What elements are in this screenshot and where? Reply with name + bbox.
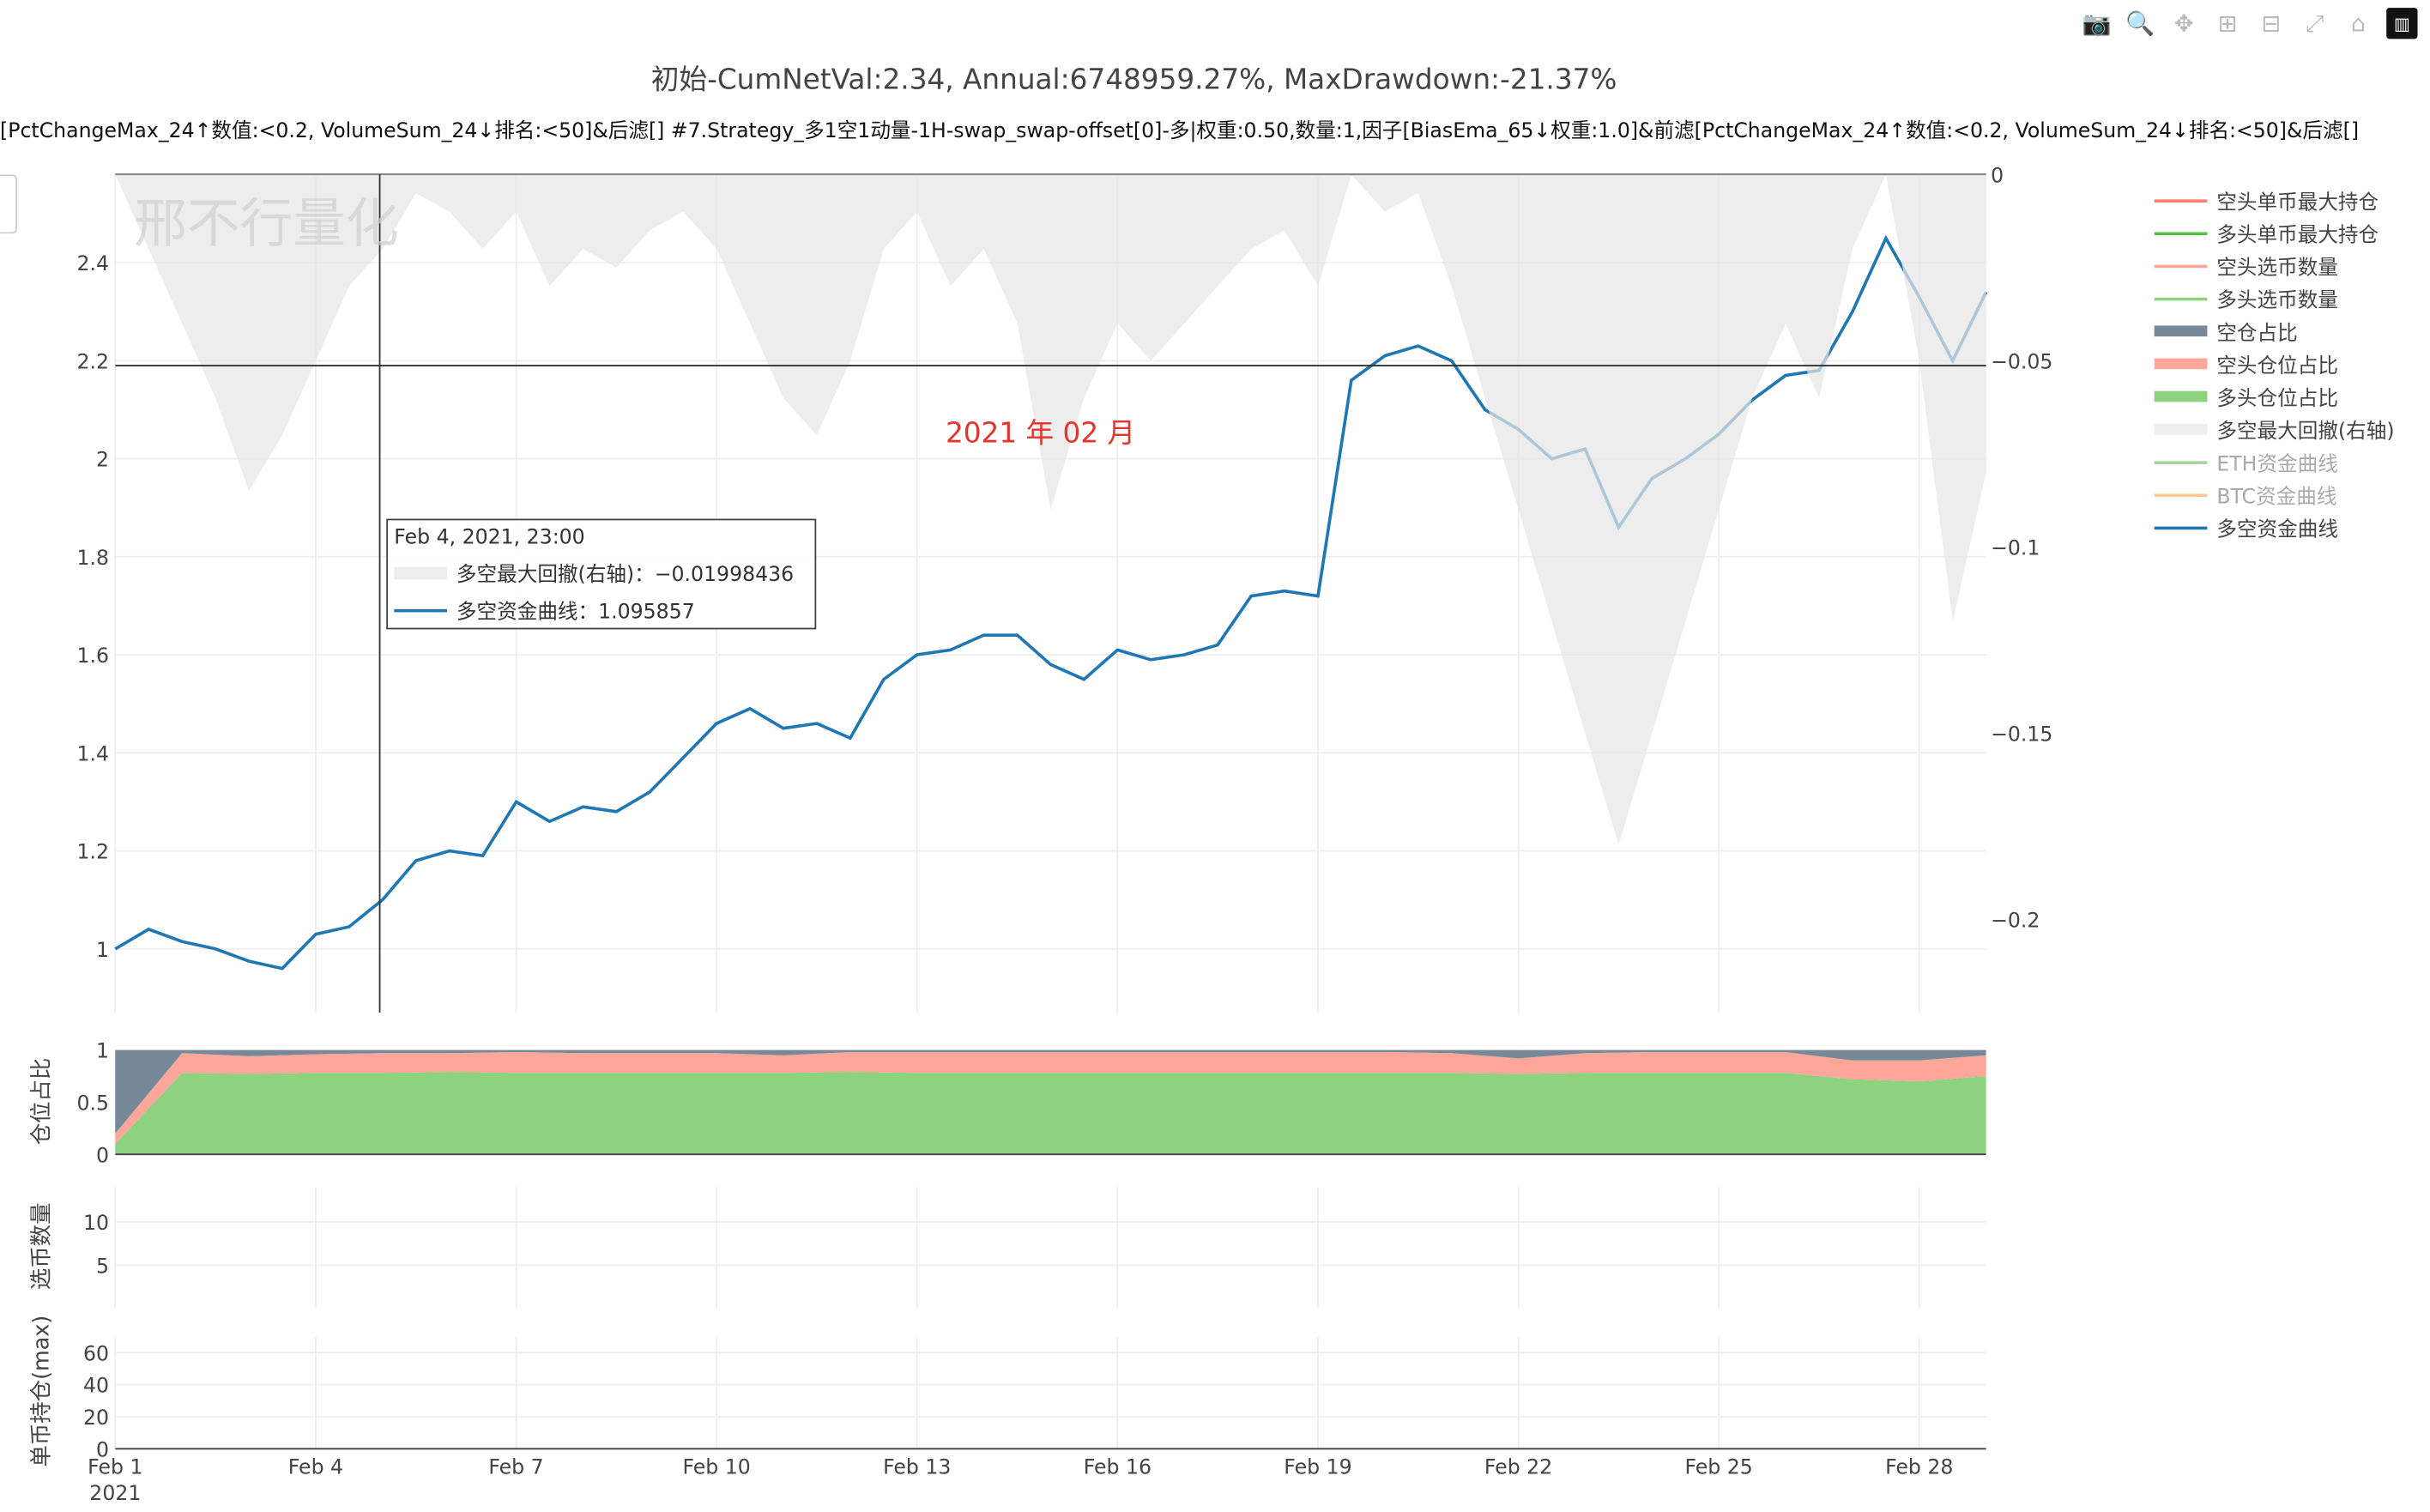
zoom-in-icon[interactable]: ⊞ [2217,9,2238,38]
x-tick-label: Feb 7 [488,1455,543,1479]
y-tick-label: 60 [83,1341,109,1365]
y-tick-label: 0 [96,1143,109,1167]
legend-label: 空仓占比 [2216,322,2298,347]
y-tick-label: 1.4 [77,741,110,765]
tooltip-row: 多空资金曲线：1.095857 [456,601,695,625]
y-tick-label: 0.5 [77,1091,110,1115]
legend-swatch [2154,325,2208,337]
legend-item[interactable]: 多空资金曲线 [2154,511,2395,543]
x-tick-label: Feb 10 [683,1455,751,1479]
legend-swatch [2154,460,2208,464]
y-tick-label: 20 [83,1406,109,1430]
chart-subtitle: [PctChangeMax_24↑数值:<0.2, VolumeSum_24↓排… [0,119,2360,144]
tooltip-swatch [394,565,448,579]
zoom-icon[interactable]: 🔍 [2125,9,2155,38]
tooltip-header: Feb 4, 2021, 23:00 [394,526,585,550]
y2-tick-label: 0 [1991,163,2004,187]
hover-tooltip: Feb 4, 2021, 23:00 多空最大回撤(右轴)：−0.0199843… [386,518,817,630]
legend-item[interactable]: 多空最大回撤(右轴) [2154,413,2395,445]
long-position-area [115,1072,1986,1155]
legend: 空头单币最大持仓 多头单币最大持仓 空头选币数量 多头选币数量 空仓占比空头仓位占比 多头… [2154,184,2395,543]
y-tick-label: 1.2 [77,840,110,864]
legend-label: 空头单币最大持仓 [2216,191,2379,215]
y2-tick-label: −0.15 [1991,723,2052,747]
x-tick-label: Feb 13 [883,1455,951,1479]
legend-swatch [2154,423,2208,435]
zoom-out-icon[interactable]: ⊟ [2261,9,2282,38]
legend-swatch [2154,231,2208,235]
legend-item[interactable]: 空头选币数量 [2154,249,2395,281]
y-tick-label: 1.6 [77,644,110,668]
count-axis-title: 选币数量 [27,1202,53,1290]
y2-tick-label: −0.2 [1991,909,2040,933]
y-tick-label: 10 [83,1211,109,1235]
legend-item[interactable]: 多头仓位占比 [2154,380,2395,413]
x-tick-label: Feb 25 [1685,1455,1753,1479]
y-tick-label: 40 [83,1374,109,1398]
month-annotation: 2021 年 02 月 [945,417,1136,451]
camera-icon[interactable]: 📷 [2082,9,2112,38]
legend-item[interactable]: 空头仓位占比 [2154,348,2395,380]
legend-label: BTC资金曲线 [2216,486,2337,510]
x-tick-label: Feb 19 [1284,1455,1351,1479]
legend-item[interactable]: BTC资金曲线 [2154,478,2395,511]
x-tick-label: Feb 4 [288,1455,343,1479]
y-tick-label: 1.8 [77,546,110,570]
legend-label: ETH资金曲线 [2216,453,2338,477]
home-icon[interactable]: ⌂ [2350,9,2367,38]
legend-swatch [2154,390,2208,402]
x-tick-label: Feb 22 [1484,1455,1552,1479]
y-tick-label: 2.2 [77,349,110,373]
legend-item[interactable]: 多头单币最大持仓 [2154,216,2395,249]
x-tick-label: Feb 1 [88,1455,142,1479]
legend-swatch [2154,296,2208,300]
legend-item[interactable]: 多头选币数量 [2154,282,2395,315]
y-tick-label: 5 [96,1254,109,1278]
legend-item[interactable]: 空仓占比 [2154,315,2395,348]
x-tick-label: Feb 16 [1084,1455,1152,1479]
legend-label: 多头仓位占比 [2216,388,2338,412]
tooltip-swatch [394,608,448,612]
position-axis-title: 仓位占比 [27,1058,53,1146]
y2-tick-label: −0.1 [1991,535,2040,559]
plotly-logo-icon[interactable]: ▥ [2386,8,2418,39]
y-tick-label: 1 [96,1039,109,1063]
y-tick-label: 2 [96,448,109,472]
legend-label: 多空资金曲线 [2216,518,2338,542]
y2-tick-label: −0.05 [1991,349,2052,373]
autoscale-icon[interactable]: ⤢ [2305,9,2324,38]
tooltip-row: 多空最大回撤(右轴)：−0.01998436 [456,564,795,588]
y-tick-label: 1 [96,938,109,962]
short-position-area [115,1051,1986,1145]
side-button[interactable] [0,174,17,234]
x-tick-label: Feb 28 [1885,1455,1953,1479]
y-tick-label: 0 [96,1437,109,1461]
legend-label: 多空最大回撤(右轴) [2216,420,2395,445]
legend-item[interactable]: 空头单币最大持仓 [2154,184,2395,216]
hold-axis-title: 单币持仓(max) [27,1315,53,1467]
x-year-label: 2021 [89,1481,141,1505]
y-tick-label: 2.4 [77,251,110,275]
legend-label: 空头仓位占比 [2216,354,2338,379]
modebar: 📷 🔍 ✥ ⊞ ⊟ ⤢ ⌂ ▥ [2081,8,2418,39]
legend-swatch [2154,198,2208,203]
legend-swatch [2154,493,2208,497]
legend-swatch [2154,525,2208,529]
watermark: 邢不行量化 [134,193,399,256]
legend-swatch [2154,358,2208,370]
legend-item[interactable]: ETH资金曲线 [2154,445,2395,478]
chart-title: 初始-CumNetVal:2.34, Annual:6748959.27%, M… [650,64,1617,97]
legend-label: 多头单币最大持仓 [2216,224,2379,248]
legend-label: 多头选币数量 [2216,289,2338,313]
drawdown-area [115,174,1986,845]
legend-label: 空头选币数量 [2216,257,2338,281]
pan-icon[interactable]: ✥ [2173,9,2194,38]
legend-swatch [2154,263,2208,268]
